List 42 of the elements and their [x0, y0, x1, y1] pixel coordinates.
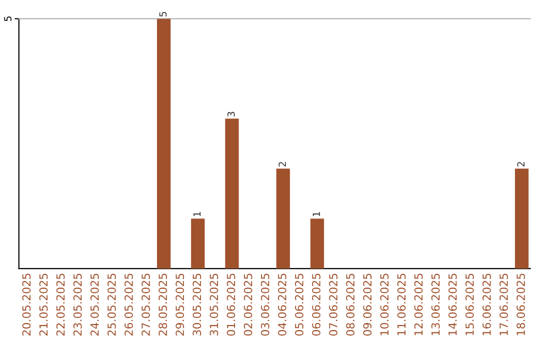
x-tick-label: 11.06.2025	[397, 274, 406, 336]
bar	[310, 218, 324, 269]
data-label: 2	[517, 162, 524, 167]
bar	[514, 168, 529, 269]
x-tick-label: 01.06.2025	[226, 274, 236, 336]
x-tick-label: 30.05.2025	[192, 274, 202, 336]
data-label: 1	[312, 212, 320, 216]
x-tick-label: 14.06.2025	[448, 274, 457, 336]
bar	[225, 118, 239, 269]
x-tick-label: 31.05.2025	[210, 274, 218, 336]
x-tick-label: 29.05.2025	[176, 274, 184, 336]
data-label: 3	[227, 112, 235, 117]
x-tick-label: 24.05.2025	[90, 274, 99, 336]
x-tick-label: 20.05.2025	[22, 274, 31, 336]
x-tick-label: 17.06.2025	[500, 274, 508, 336]
x-tick-label: 07.06.2025	[329, 274, 338, 336]
bar	[191, 218, 205, 269]
bar	[156, 18, 171, 269]
bar	[276, 168, 290, 269]
x-tick-label: 12.06.2025	[414, 274, 423, 336]
x-tick-label: 02.06.2025	[244, 274, 252, 336]
x-tick-label: 08.06.2025	[346, 274, 355, 336]
x-tick-label: 22.05.2025	[56, 274, 65, 336]
x-tick-label: 15.06.2025	[465, 274, 474, 336]
data-label: 1	[193, 212, 201, 216]
x-tick-label: 16.06.2025	[482, 274, 491, 336]
data-label: 5	[159, 12, 167, 17]
x-tick-label: 06.06.2025	[312, 274, 320, 336]
x-tick-label: 13.06.2025	[431, 274, 440, 336]
x-tick-label: 28.05.2025	[158, 274, 168, 336]
x-tick-label: 05.06.2025	[294, 274, 304, 336]
x-tick-label: 21.05.2025	[39, 274, 48, 336]
x-tick-label: 27.05.2025	[142, 274, 150, 336]
x-tick-label: 04.06.2025	[278, 274, 286, 336]
x-tick-label: 09.06.2025	[363, 274, 372, 336]
x-tick-label: 25.05.2025	[107, 274, 116, 336]
x-tick-label: 18.06.2025	[516, 274, 525, 336]
x-tick-label: 26.05.2025	[124, 274, 133, 336]
data-label: 2	[278, 162, 286, 167]
x-tick-label: 03.06.2025	[260, 274, 270, 336]
x-tick-label: 23.05.2025	[73, 274, 82, 336]
x-tick-label: 10.06.2025	[380, 274, 389, 336]
